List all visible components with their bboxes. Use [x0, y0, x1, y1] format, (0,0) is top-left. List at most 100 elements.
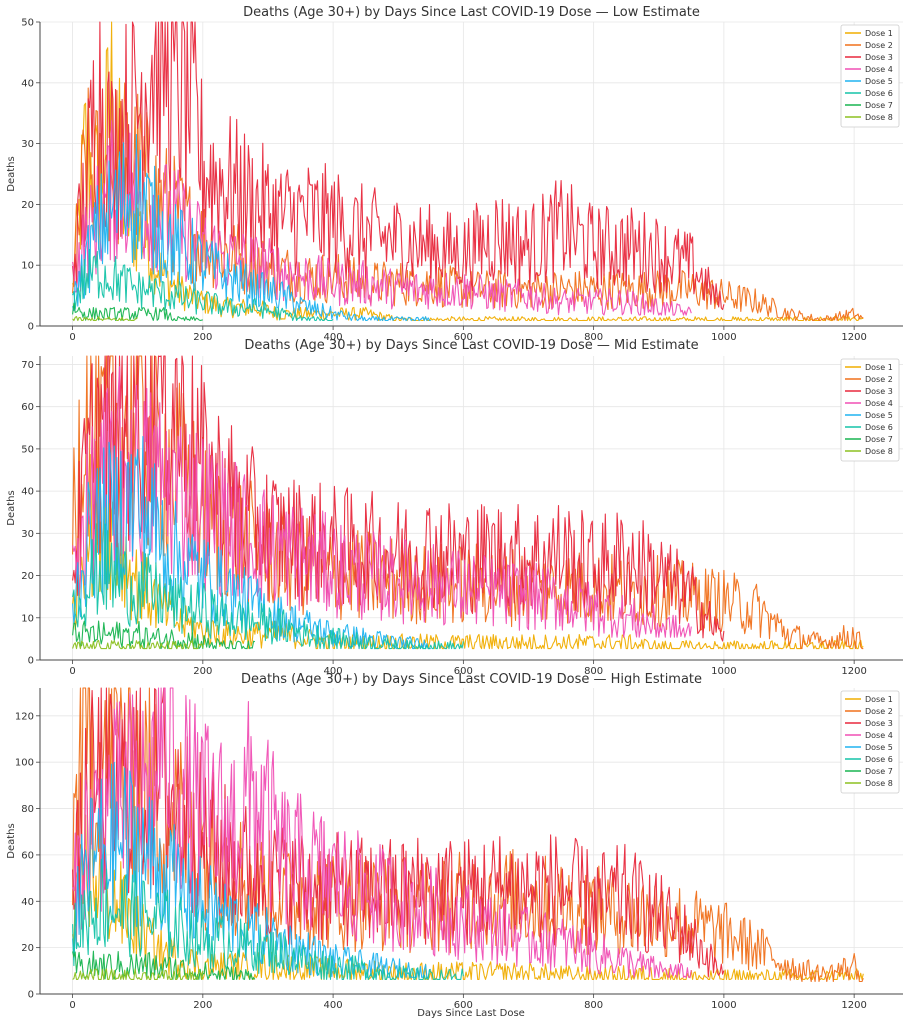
- x-tick-label: 200: [193, 1000, 212, 1011]
- series-line-dose-7: [72, 620, 256, 650]
- legend-label-dose-1: Dose 1: [865, 29, 893, 38]
- series-line-dose-5: [72, 435, 431, 650]
- x-tick-label: 400: [324, 1000, 343, 1011]
- chart-panel-2: 0 200 400 600 800 1000 1200 0 10 20 30 40 50 60 70 Deat…: [6, 338, 903, 677]
- legend-box: [840, 24, 900, 128]
- chart-panel-3: 0 200 400 600 800 1000 1200 0 20 40 60 80 100 120 Deat…: [6, 672, 903, 1011]
- legend-label-dose-5: Dose 5: [865, 411, 893, 420]
- legend-label-dose-4: Dose 4: [865, 399, 893, 408]
- y-tick-label: 100: [15, 758, 34, 769]
- series-line-dose-6: [72, 248, 334, 322]
- series-line-dose-1: [72, 21, 864, 322]
- x-tick-label: 200: [193, 332, 212, 343]
- legend-label-dose-8: Dose 8: [865, 779, 893, 788]
- series-line-dose-4: [72, 687, 692, 978]
- x-tick-label: 0: [69, 1000, 75, 1011]
- y-tick-label: 40: [21, 487, 34, 498]
- y-tick-label: 50: [21, 18, 34, 29]
- y-tick-label: 30: [21, 139, 34, 150]
- x-tick-label: 1200: [841, 666, 866, 677]
- y-tick-label: 120: [15, 711, 34, 722]
- series-line-dose-7: [72, 950, 256, 980]
- y-tick-label: 30: [21, 529, 34, 540]
- legend: Dose 1 Dose 2 Dose 3 Dose 4 Dose 5 Dose 6 Dose…: [840, 24, 900, 128]
- series-line-dose-3: [72, 355, 725, 642]
- series-line-dose-2: [72, 687, 864, 983]
- legend-label-dose-3: Dose 3: [865, 53, 893, 62]
- x-axis-label: Days Since Last Dose: [417, 1008, 525, 1019]
- y-tick-label: 0: [28, 322, 34, 333]
- legend-label-dose-6: Dose 6: [865, 423, 893, 432]
- x-tick-label: 600: [454, 666, 473, 677]
- x-tick-label: 1000: [711, 332, 736, 343]
- series-line-dose-3: [72, 21, 725, 311]
- y-tick-label: 20: [21, 200, 34, 211]
- x-tick-label: 400: [324, 332, 343, 343]
- y-tick-label: 20: [21, 571, 34, 582]
- legend-label-dose-8: Dose 8: [865, 113, 893, 122]
- x-tick-label: 0: [69, 332, 75, 343]
- x-tick-label: 800: [584, 1000, 603, 1011]
- legend: Dose 1 Dose 2 Dose 3 Dose 4 Dose 5 Dose 6 Dose…: [840, 358, 900, 462]
- chart-title: Deaths (Age 30+) by Days Since Last COVI…: [241, 672, 702, 687]
- chart-title: Deaths (Age 30+) by Days Since Last COVI…: [243, 5, 700, 20]
- y-tick-label: 20: [21, 943, 34, 954]
- x-tick-label: 600: [454, 332, 473, 343]
- y-tick-label: 60: [21, 402, 34, 413]
- legend-label-dose-7: Dose 7: [865, 101, 893, 110]
- series-line-dose-4: [72, 365, 692, 638]
- legend-label-dose-3: Dose 3: [865, 387, 893, 396]
- legend-label-dose-2: Dose 2: [865, 707, 893, 716]
- legend-label-dose-6: Dose 6: [865, 755, 893, 764]
- y-axis-label: Deaths: [6, 156, 17, 191]
- legend-label-dose-8: Dose 8: [865, 447, 893, 456]
- series-line-dose-6: [72, 858, 464, 980]
- x-tick-label: 200: [193, 666, 212, 677]
- y-tick-label: 0: [28, 990, 34, 1001]
- legend-label-dose-7: Dose 7: [865, 435, 893, 444]
- y-tick-label: 0: [28, 656, 34, 667]
- series-line-dose-8: [72, 639, 204, 650]
- y-tick-label: 10: [21, 613, 34, 624]
- legend-label-dose-2: Dose 2: [865, 375, 893, 384]
- x-tick-label: 800: [584, 666, 603, 677]
- y-tick-label: 40: [21, 897, 34, 908]
- legend: Dose 1 Dose 2 Dose 3 Dose 4 Dose 5 Dose 6 Dose…: [840, 690, 900, 794]
- legend-box: [840, 358, 900, 462]
- legend-label-dose-5: Dose 5: [865, 743, 893, 752]
- legend-label-dose-1: Dose 1: [865, 695, 893, 704]
- x-tick-label: 1000: [711, 1000, 736, 1011]
- x-tick-label: 0: [69, 666, 75, 677]
- series-line-dose-2: [72, 82, 864, 322]
- x-tick-label: 600: [454, 1000, 473, 1011]
- y-tick-label: 10: [21, 261, 34, 272]
- series-line-dose-8: [72, 968, 204, 980]
- series-line-dose-3: [72, 687, 725, 978]
- series-line-dose-8: [72, 316, 138, 322]
- y-axis-label: Deaths: [6, 490, 17, 525]
- y-tick-label: 70: [21, 360, 34, 371]
- legend-label-dose-5: Dose 5: [865, 77, 893, 86]
- y-tick-label: 40: [21, 78, 34, 89]
- legend-label-dose-3: Dose 3: [865, 719, 893, 728]
- x-tick-label: 400: [324, 666, 343, 677]
- y-tick-label: 60: [21, 850, 34, 861]
- chart-panel-1: 0 200 400 600 800 1000 1200 0 10 20 30 40 50 Deaths (…: [6, 5, 903, 343]
- x-tick-label: 1200: [841, 1000, 866, 1011]
- x-tick-label: 800: [584, 332, 603, 343]
- x-tick-label: 1000: [711, 666, 736, 677]
- series-line-dose-7: [72, 302, 203, 322]
- y-tick-label: 80: [21, 804, 34, 815]
- legend-box: [840, 690, 900, 794]
- x-tick-label: 1200: [841, 332, 866, 343]
- chart-title: Deaths (Age 30+) by Days Since Last COVI…: [244, 338, 698, 353]
- legend-label-dose-7: Dose 7: [865, 767, 893, 776]
- legend-label-dose-2: Dose 2: [865, 41, 893, 50]
- y-axis-label: Deaths: [6, 823, 17, 858]
- legend-label-dose-4: Dose 4: [865, 65, 893, 74]
- series-line-dose-1: [72, 436, 864, 650]
- legend-label-dose-1: Dose 1: [865, 363, 893, 372]
- legend-label-dose-4: Dose 4: [865, 731, 893, 740]
